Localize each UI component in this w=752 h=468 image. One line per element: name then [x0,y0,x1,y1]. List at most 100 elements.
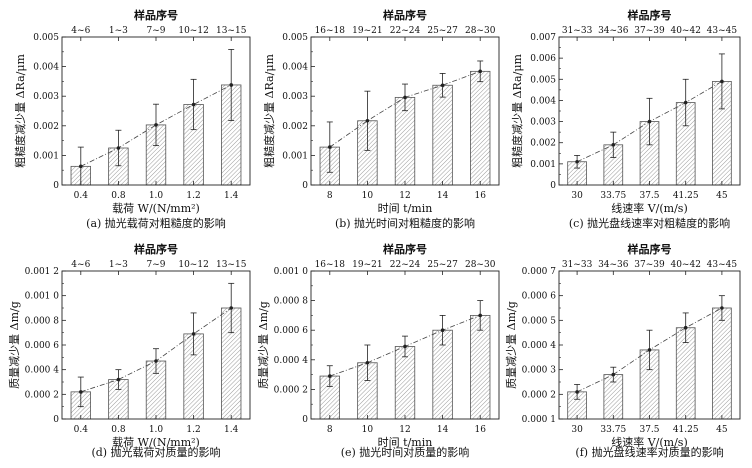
x-tick-label: 12 [399,425,410,435]
x-tick-label: 16 [474,191,486,201]
data-point [647,348,652,352]
data-point [229,306,233,310]
figure-caption: (c) 抛光盘线速率对粗糙度的影响 [569,216,730,230]
data-point [154,123,158,127]
x-tick-label: 10 [362,191,374,201]
y-axis-label: 质量减少量 Δm/g [257,301,270,389]
y-tick-label: 0.000 2 [274,385,308,395]
x-tick-label: 1.0 [149,191,164,201]
y-tick-label: 0 [53,181,59,191]
y-tick-label: 0.000 4 [274,356,309,366]
bar [394,346,416,420]
figure-caption: (e) 抛光时间对质量的影响 [341,445,470,459]
y-tick-label: 0.001 [33,151,59,161]
y-tick-label: 0.000 2 [25,390,59,400]
y-tick-label: 0.000 7 [522,267,557,277]
bar [712,307,732,420]
top-tick-label: 25~27 [427,26,458,36]
data-point [154,359,158,363]
y-tick-label: 0.000 4 [522,341,557,351]
top-tick-label: 40~42 [670,260,700,270]
data-point [478,69,483,74]
y-tick-label: 0.001 2 [25,267,59,277]
x-tick-label: 41.25 [673,425,699,435]
y-tick-label: 0.005 [530,75,556,85]
x-tick-label: 33.75 [600,425,626,435]
figure-caption: (b) 抛光时间对粗糙度的影响 [335,216,475,230]
y-tick-label: 0 [302,415,308,425]
data-point [328,145,332,149]
y-tick-label: 0.001 0 [25,292,60,302]
bar [470,70,491,186]
y-tick-label: 0.006 [530,54,556,64]
top-axis-title: 样品序号 [134,242,178,256]
x-tick-label: 1.4 [224,191,239,201]
top-axis-title: 样品序号 [628,242,672,256]
x-tick-label: 8 [327,191,333,201]
y-axis-label: 质量减少量 Δm/g [8,301,21,389]
data-point [683,100,688,105]
data-point [328,374,332,378]
x-tick-label: 0.4 [74,425,89,435]
trend-line [80,84,232,167]
top-tick-label: 16~18 [315,260,346,270]
data-point [575,159,579,164]
chart-panel-4: 0 0.000 2 0.000 4 0.000 6 0.000 8 0.001 0 0.00… [8,242,251,459]
x-tick-label: 1.2 [186,191,200,201]
data-point [191,102,196,107]
data-point [116,146,121,150]
figure-caption: (a) 抛光载荷对粗糙度的影响 [86,216,226,230]
top-axis-title: 样品序号 [383,8,427,22]
data-point [683,325,688,330]
y-tick-label: 0.000 6 [522,292,557,302]
top-tick-label: 34~36 [598,260,629,270]
x-tick-label: 41.25 [673,191,699,201]
x-tick-label: 1.4 [224,425,239,435]
top-tick-label: 34~36 [598,26,629,36]
x-axis-label: 载荷 W/(N/mm²) [112,436,200,449]
y-tick-label: 0.001 0 [274,267,309,277]
x-tick-label: 16 [474,425,486,435]
top-tick-label: 22~24 [390,260,421,270]
x-tick-label: 0.8 [111,191,126,201]
x-tick-label: 1.2 [186,425,200,435]
x-tick-label: 12 [399,191,410,201]
y-axis-label: 粗糙度减少量 ΔRa/μm [262,54,276,168]
data-point [403,344,407,349]
y-tick-label: 0.000 5 [522,316,557,326]
data-point [79,390,83,394]
y-tick-label: 0.000 1 [522,415,556,425]
chart-panel-2: 0 0.001 0.002 0.003 0.004 0.005 8 16~18 10 19~21 1… [262,8,500,230]
top-tick-label: 16~18 [315,26,346,36]
x-tick-label: 45 [716,425,728,435]
bar [432,84,453,186]
top-tick-label: 22~24 [390,26,421,36]
y-tick-label: 0.005 [282,33,308,43]
x-tick-label: 8 [327,425,333,435]
x-tick-label: 37.5 [639,425,659,435]
x-axis-label: 时间 t/min [378,436,433,449]
data-point [720,79,724,84]
figure-caption: (f) 抛光盘线速率对质量的影响 [575,445,723,459]
y-axis-label: 粗糙度减少量 ΔRa/μm [510,54,524,168]
data-point [611,372,616,377]
y-tick-label: 0.000 4 [25,366,60,376]
x-tick-label: 37.5 [639,191,659,201]
y-tick-label: 0.000 8 [274,297,309,307]
top-axis-title: 样品序号 [628,8,672,22]
y-tick-label: 0.004 [282,63,308,73]
x-tick-label: 10 [362,425,374,435]
y-axis-label: 粗糙度减少量 ΔRa/μm [13,54,27,168]
top-tick-label: 1~3 [109,260,128,270]
chart-panel-1: 0 0.001 0.002 0.003 0.004 0.005 0.4 4~6 0.8 1~3 1.… [13,8,251,230]
y-tick-label: 0.001 [530,160,556,170]
top-tick-label: 7~9 [147,26,166,36]
data-point [720,306,724,310]
x-tick-label: 45 [716,191,728,201]
data-point [440,83,445,88]
data-point [575,390,579,394]
figure-caption: (d) 抛光载荷对质量的影响 [91,445,220,459]
data-point [440,328,445,333]
x-axis-label: 线速率 V/(m/s) [611,435,688,449]
